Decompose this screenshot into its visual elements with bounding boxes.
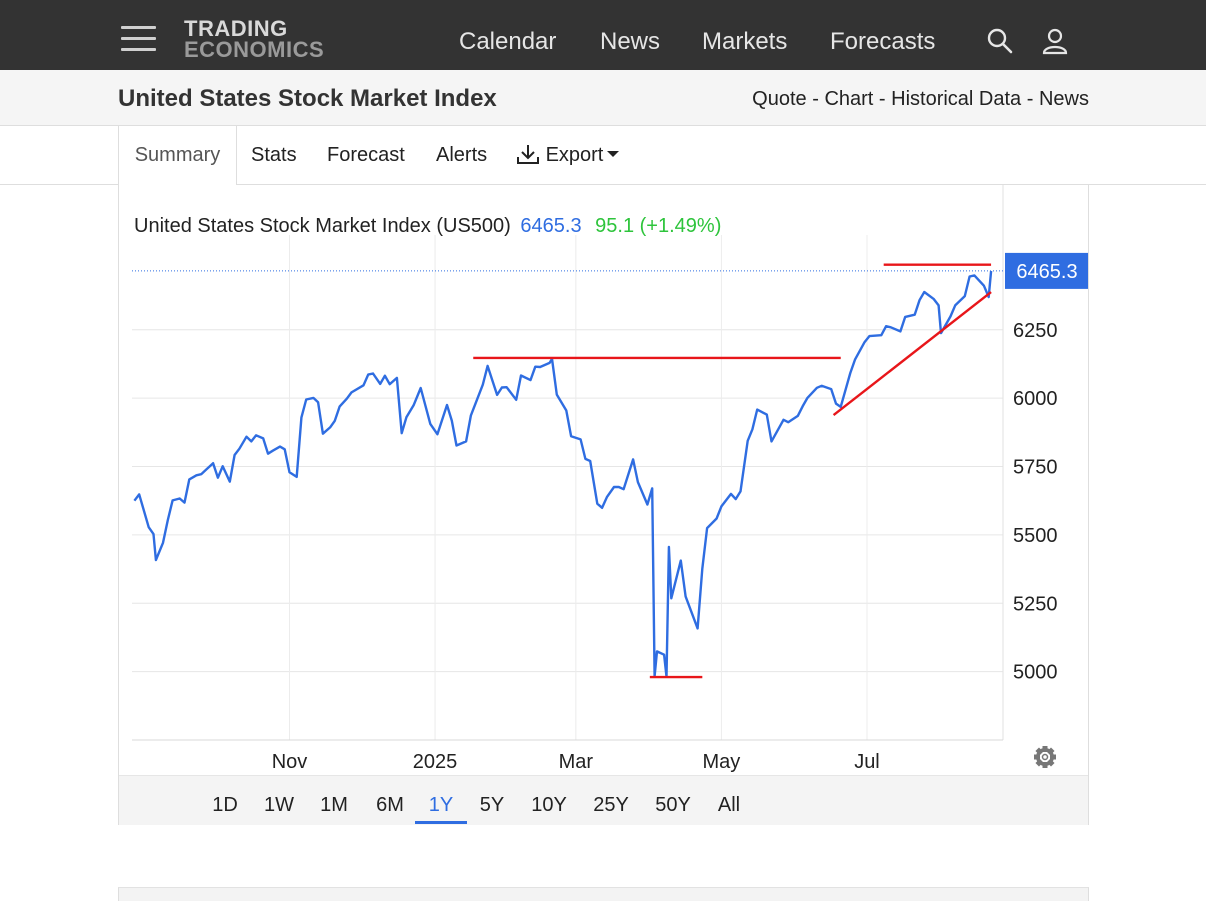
logo[interactable]: TRADING ECONOMICS: [184, 16, 325, 62]
trend-line: [832, 291, 992, 417]
range-button-1m[interactable]: 1M: [320, 794, 348, 816]
range-button-10y[interactable]: 10Y: [531, 794, 567, 816]
price-change: 95.1 (+1.49%): [595, 215, 721, 237]
tab-forecast[interactable]: Forecast: [327, 144, 405, 166]
range-button-all[interactable]: All: [717, 794, 741, 816]
link-news[interactable]: News: [1038, 88, 1089, 110]
range-button-1d[interactable]: 1D: [212, 794, 238, 816]
x-tick-label: Mar: [559, 751, 594, 773]
range-button-6m[interactable]: 6M: [376, 794, 404, 816]
nav-link-news[interactable]: News: [600, 28, 661, 55]
range-button-25y[interactable]: 25Y: [593, 794, 629, 816]
chart-title: United States Stock Market Index (US500): [134, 215, 511, 237]
change-value: 95.1: [595, 215, 635, 237]
tabs-row: Summary Stats Forecast Alerts Export: [0, 126, 1206, 186]
change-percent: (+1.49%): [639, 215, 722, 237]
logo-line-2: ECONOMICS: [184, 37, 325, 62]
x-tick-label: May: [703, 751, 741, 773]
range-button-5y[interactable]: 5Y: [479, 794, 505, 816]
range-button-50y[interactable]: 50Y: [655, 794, 691, 816]
last-price: 6465.3: [520, 215, 582, 237]
nav-link-markets[interactable]: Markets: [702, 28, 788, 55]
y-tick-label: 5000: [1013, 662, 1058, 684]
menu-icon[interactable]: [121, 26, 157, 52]
link-chart[interactable]: Chart: [824, 88, 874, 110]
last-value-badge: [1005, 252, 1088, 289]
quick-links: Quote - Chart - Historical Data - News: [752, 88, 1089, 111]
tab-summary[interactable]: Summary: [118, 126, 237, 186]
y-tick-label: 5500: [1013, 525, 1058, 547]
logo-line-1: TRADING: [184, 16, 288, 41]
settings-gear-icon[interactable]: [1034, 746, 1056, 768]
tab-stats[interactable]: Stats: [251, 144, 297, 166]
nav-link-calendar[interactable]: Calendar: [459, 28, 557, 55]
chart-header: United States Stock Market Index (US500)…: [134, 215, 721, 238]
chart-panel: United States Stock Market Index (US500)…: [118, 185, 1089, 825]
search-icon[interactable]: [986, 27, 1014, 55]
tab-alerts[interactable]: Alerts: [436, 144, 488, 166]
top-navbar: TRADING ECONOMICS Calendar News Markets …: [0, 0, 1206, 70]
range-button-1w[interactable]: 1W: [264, 794, 294, 816]
link-historical-data[interactable]: Historical Data: [891, 88, 1022, 110]
download-icon: [517, 144, 539, 164]
export-label: Export: [545, 144, 604, 166]
separator: -: [812, 88, 819, 110]
link-quote[interactable]: Quote: [752, 88, 807, 110]
separator: -: [1026, 88, 1034, 110]
next-section-edge: [118, 887, 1089, 901]
export-dropdown[interactable]: Export: [516, 126, 620, 185]
user-icon[interactable]: [1041, 27, 1069, 55]
last-value-label: 6465.3: [1016, 261, 1077, 283]
y-tick-label: 5250: [1013, 593, 1058, 615]
y-tick-label: 6000: [1013, 388, 1058, 410]
price-chart[interactable]: 5000 5250 5500 5750 6000 6250 Nov 2025 Mar May Jul…: [119, 185, 1088, 775]
x-tick-label: Nov: [272, 751, 308, 773]
series-line-us500: [133, 270, 993, 678]
title-bar: United States Stock Market Index Quote -…: [0, 70, 1206, 126]
y-tick-label: 5750: [1013, 457, 1058, 479]
range-selector: 1D 1W 1M 6M 1Y 5Y 10Y 25Y 50Y All: [119, 775, 1088, 825]
y-tick-label: 6250: [1013, 320, 1058, 342]
caret-down-icon: [607, 151, 620, 158]
range-button-1y[interactable]: 1Y: [415, 776, 467, 824]
x-tick-label: 2025: [413, 751, 458, 773]
separator: -: [878, 88, 886, 110]
x-tick-label: Jul: [854, 751, 880, 773]
page-title: United States Stock Market Index: [118, 85, 497, 112]
nav-link-forecasts[interactable]: Forecasts: [830, 28, 936, 55]
